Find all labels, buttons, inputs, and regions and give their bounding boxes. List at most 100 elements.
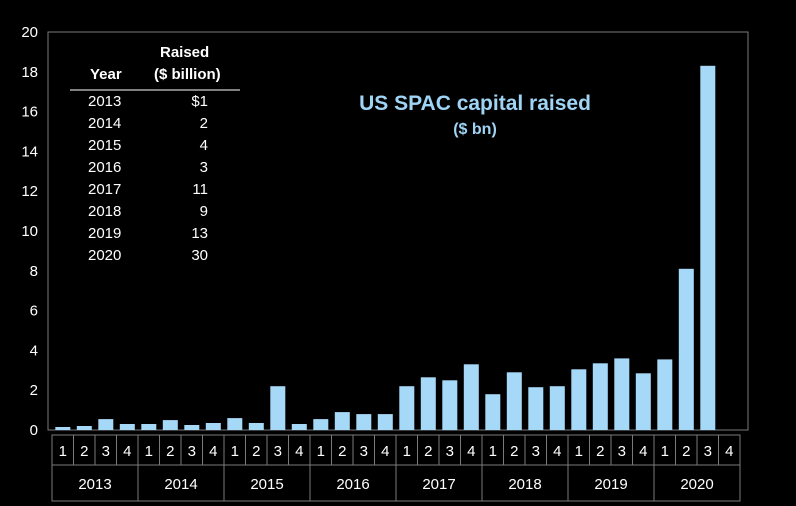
year-label: 2013 (78, 476, 111, 493)
bar (463, 364, 479, 430)
bar (377, 414, 393, 430)
bar (485, 394, 501, 430)
quarter-label: 2 (596, 443, 604, 460)
table-row-raised: 9 (199, 203, 208, 220)
bar (528, 387, 544, 430)
table-header-raised-2: ($ billion) (154, 66, 221, 83)
bar (291, 424, 307, 430)
table-header-raised-1: Raised (160, 44, 210, 61)
bar (356, 414, 372, 430)
table-row-raised: 30 (191, 247, 208, 264)
quarter-label: 4 (725, 443, 733, 460)
bar (98, 419, 114, 430)
year-label: 2018 (508, 476, 541, 493)
bar (614, 358, 630, 430)
table-row-year: 2013 (88, 93, 122, 110)
quarter-label: 1 (489, 443, 497, 460)
year-cell (395, 464, 483, 502)
y-tick-label: 16 (21, 104, 38, 121)
quarter-label: 1 (575, 443, 583, 460)
bar (399, 386, 415, 430)
quarter-label: 4 (381, 443, 389, 460)
bar (184, 425, 200, 430)
quarter-label: 3 (532, 443, 540, 460)
quarter-label: 4 (553, 443, 561, 460)
bar (420, 377, 436, 430)
bar (141, 424, 157, 430)
quarter-label: 2 (80, 443, 88, 460)
bar (270, 386, 286, 430)
y-tick-label: 10 (21, 223, 38, 240)
chart-title: US SPAC capital raised (359, 92, 591, 115)
year-cell (653, 464, 741, 502)
y-tick-label: 20 (21, 24, 38, 41)
quarter-label: 1 (317, 443, 325, 460)
bar (592, 363, 608, 430)
bar (635, 373, 651, 430)
quarter-label: 4 (123, 443, 131, 460)
y-tick-label: 8 (30, 263, 38, 280)
plot-frame (47, 31, 749, 431)
year-cell (223, 464, 311, 502)
quarter-label: 1 (59, 443, 67, 460)
quarter-label: 1 (231, 443, 239, 460)
table-row-year: 2014 (88, 115, 122, 132)
year-label: 2014 (164, 476, 197, 493)
quarter-label: 1 (145, 443, 153, 460)
y-tick-label: 6 (30, 303, 38, 320)
table-header-year: Year (90, 66, 122, 83)
table-row-year: 2015 (88, 137, 122, 154)
table-row-year: 2017 (88, 181, 122, 198)
table-row-raised: 13 (191, 225, 208, 242)
bar (313, 419, 329, 430)
quarter-label: 4 (639, 443, 647, 460)
bar (700, 65, 716, 431)
bar (571, 369, 587, 430)
bar (657, 359, 673, 430)
quarter-label: 3 (704, 443, 712, 460)
bar (442, 380, 458, 431)
quarter-label: 2 (338, 443, 346, 460)
table-row-year: 2016 (88, 159, 122, 176)
bar (119, 424, 135, 430)
y-tick-label: 12 (21, 183, 38, 200)
quarter-label: 3 (360, 443, 368, 460)
table-row-year: 2019 (88, 225, 122, 242)
bar (248, 423, 264, 430)
bar (55, 427, 71, 430)
quarter-label: 1 (403, 443, 411, 460)
year-cell (137, 464, 225, 502)
year-label: 2020 (680, 476, 713, 493)
bar (334, 412, 350, 430)
quarter-label: 3 (446, 443, 454, 460)
table-row-raised: 11 (192, 181, 208, 198)
quarter-label: 4 (209, 443, 217, 460)
quarter-label: 2 (252, 443, 260, 460)
y-tick-label: 0 (30, 422, 38, 439)
year-label: 2016 (336, 476, 369, 493)
table-row-raised: $1 (191, 93, 208, 110)
quarter-label: 2 (166, 443, 174, 460)
bar (76, 426, 92, 430)
table-row-year: 2018 (88, 203, 122, 220)
quarter-label: 2 (682, 443, 690, 460)
bar (549, 386, 565, 430)
bar (227, 418, 243, 430)
quarter-label: 4 (467, 443, 475, 460)
y-tick-label: 2 (30, 382, 38, 399)
bar (162, 420, 178, 430)
table-row-raised: 2 (199, 115, 208, 132)
quarter-label: 1 (661, 443, 669, 460)
quarter-label: 4 (295, 443, 303, 460)
quarter-label: 3 (274, 443, 282, 460)
year-label: 2019 (594, 476, 627, 493)
quarter-label: 3 (102, 443, 110, 460)
bar (205, 423, 221, 430)
quarter-label: 3 (188, 443, 196, 460)
table-row-raised: 3 (199, 159, 208, 176)
table-row-raised: 4 (199, 137, 208, 154)
bar (506, 372, 522, 430)
year-cell (567, 464, 655, 502)
chart-subtitle: ($ bn) (453, 121, 497, 138)
